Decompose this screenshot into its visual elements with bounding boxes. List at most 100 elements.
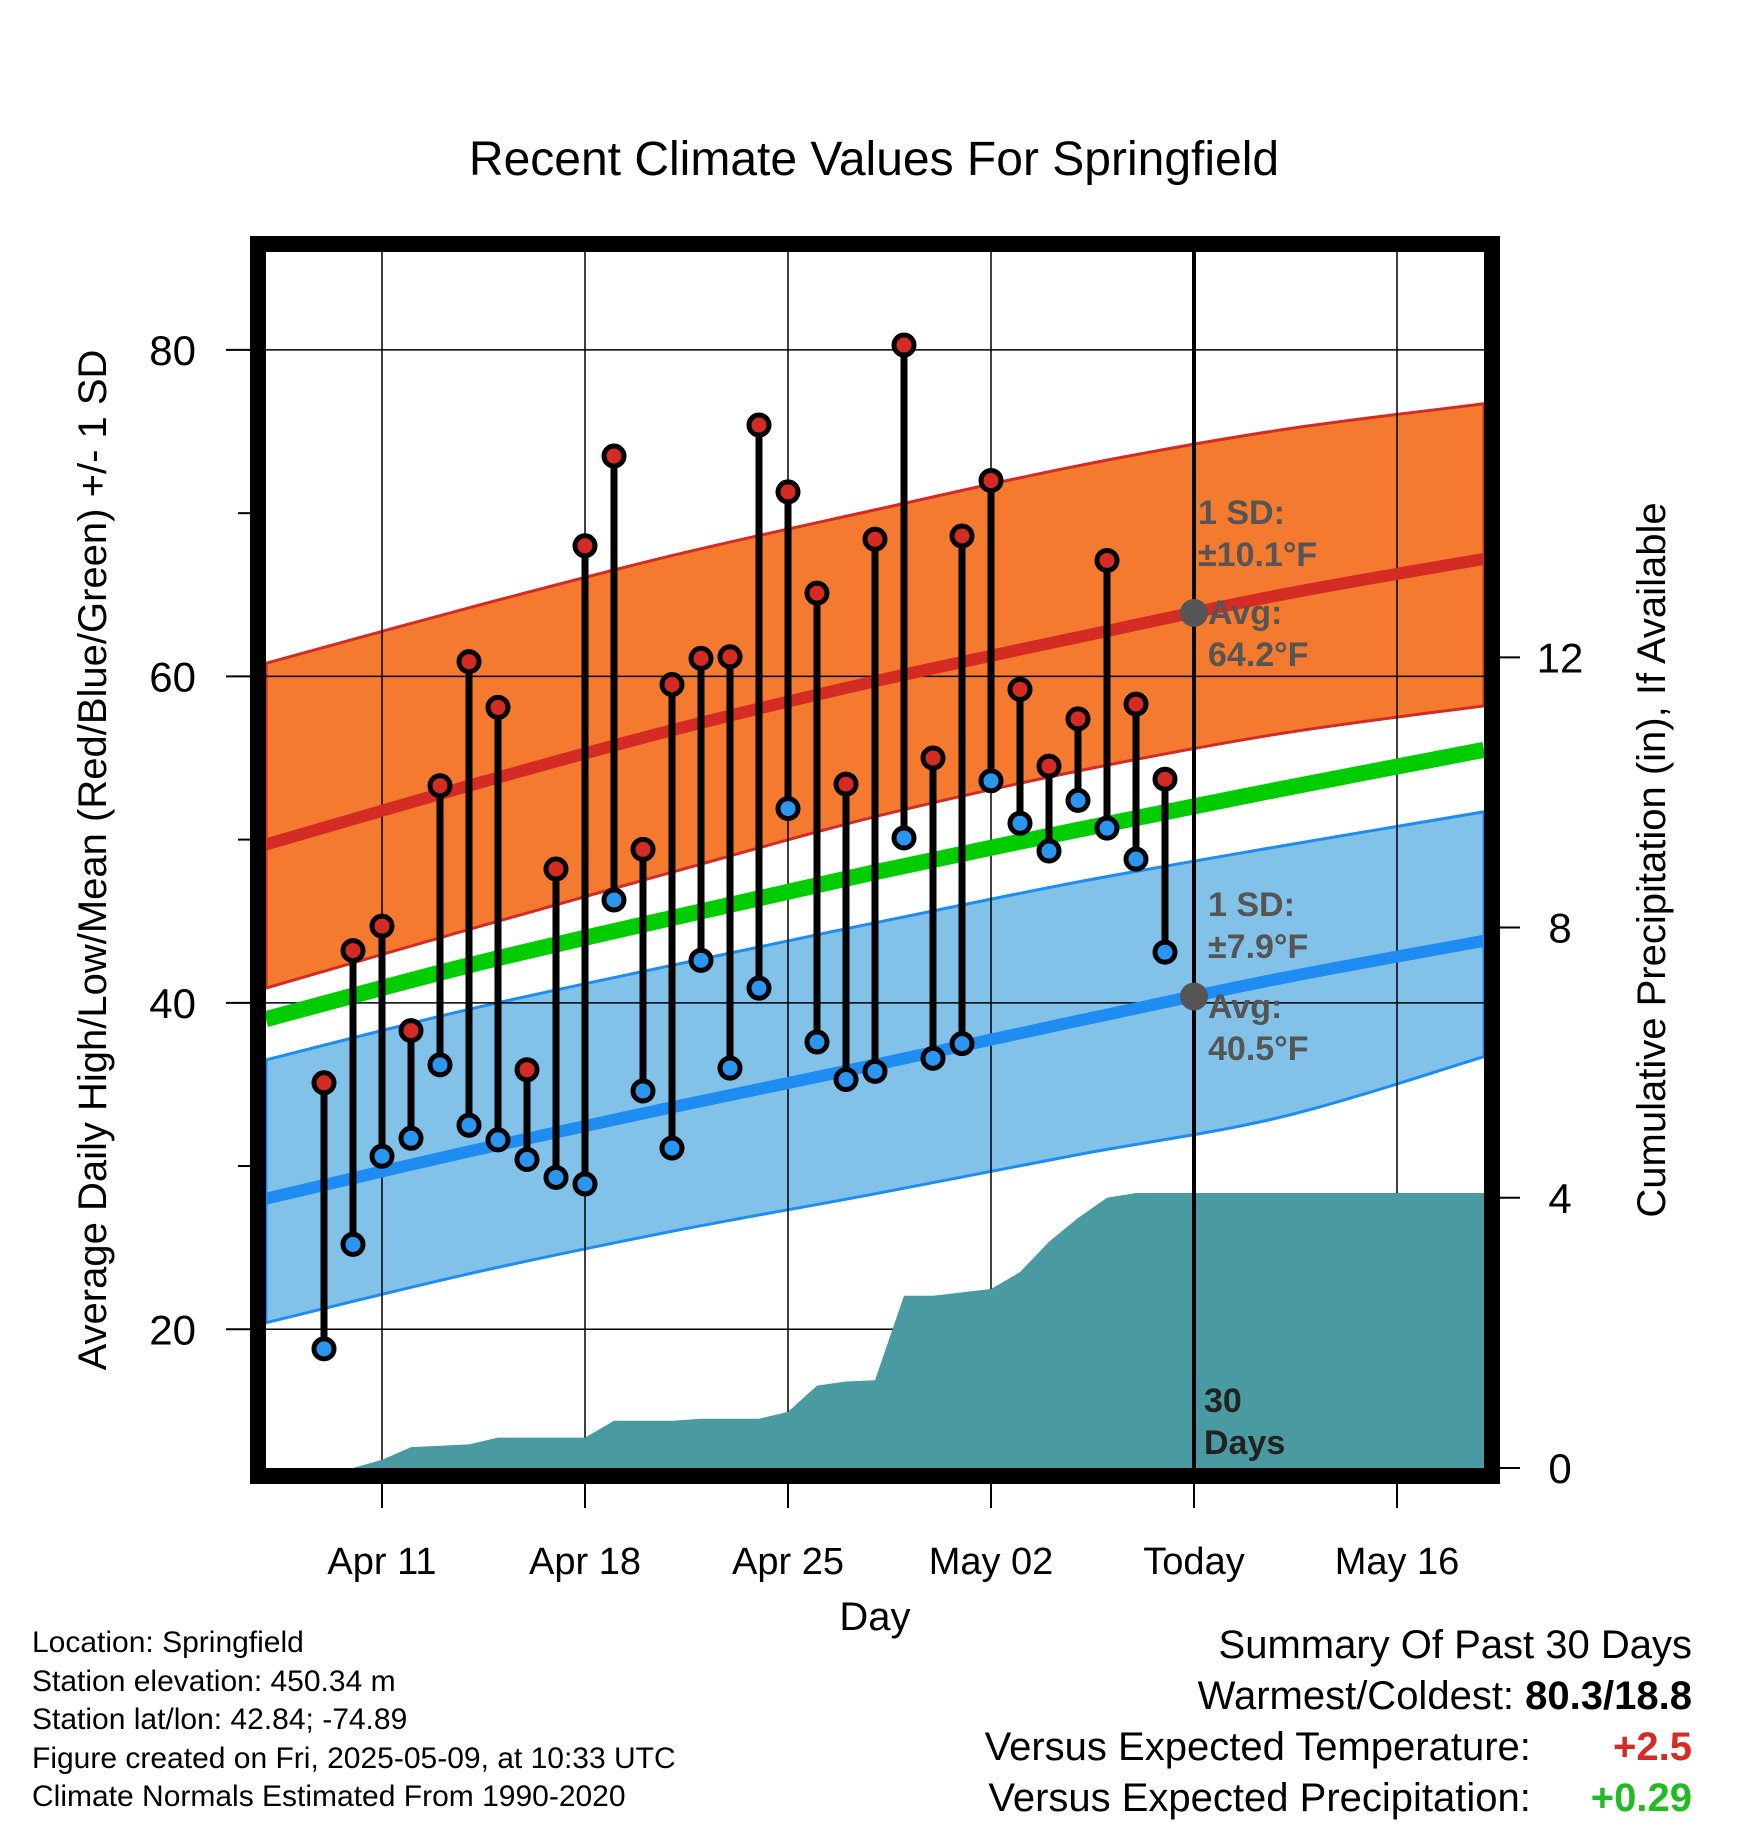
high-normal-annotation: 1 SD: ±10.1°F Avg: 64.2°F — [1198, 494, 1317, 674]
low-normal-annotation: 1 SD: ±7.9°F Avg: 40.5°F — [1208, 886, 1309, 1068]
y2-tick-label: 12 — [1537, 634, 1584, 681]
high-sd-value: ±10.1°F — [1198, 536, 1317, 574]
daily-high-point — [949, 523, 975, 549]
high-avg-value: 64.2°F — [1208, 636, 1309, 674]
daily-low-point — [862, 1058, 888, 1084]
daily-low-point — [630, 1078, 656, 1104]
temp-vs-expected-row: Versus Expected Temperature: +2.5 — [985, 1722, 1692, 1773]
daily-low-point — [659, 1135, 685, 1161]
y-tick-label: 40 — [149, 980, 196, 1027]
warm-cold-value: 80.3/18.8 — [1525, 1674, 1692, 1718]
daily-high-point — [717, 644, 743, 670]
y2-tick-label: 0 — [1548, 1445, 1571, 1492]
elevation-text: Station elevation: 450.34 m — [32, 1664, 396, 1698]
daily-low-point — [688, 947, 714, 973]
latlon-text: Station lat/lon: 42.84; -74.89 — [32, 1703, 408, 1736]
precip-vs-expected-row: Versus Expected Precipitation: +0.29 — [985, 1773, 1692, 1824]
daily-low-point — [1152, 939, 1178, 965]
precip-vs-expected-value: +0.29 — [1590, 1776, 1692, 1820]
station-info: Location: Springfield Station elevation:… — [32, 1624, 676, 1817]
daily-high-point — [601, 443, 627, 469]
y-tick-label: 60 — [149, 653, 196, 700]
x-tick-label: May 02 — [929, 1541, 1054, 1583]
daily-low-point — [978, 768, 1004, 794]
daily-high-point — [340, 938, 366, 964]
daily-high-point — [862, 526, 888, 552]
daily-low-point — [1123, 846, 1149, 872]
daily-high-point — [572, 533, 598, 559]
temp-vs-expected-value: +2.5 — [1613, 1725, 1692, 1769]
daily-low-point — [601, 887, 627, 913]
today-days-word: Days — [1204, 1424, 1285, 1462]
daily-low-point — [949, 1031, 975, 1057]
daily-high-point — [1123, 691, 1149, 717]
daily-low-point — [1094, 815, 1120, 841]
daily-low-point — [804, 1029, 830, 1055]
daily-high-point — [485, 694, 511, 720]
low-avg-value: 40.5°F — [1208, 1030, 1309, 1068]
warm-cold-label: Warmest/Coldest: — [1197, 1674, 1515, 1718]
daily-high-point — [311, 1070, 337, 1096]
daily-high-point — [775, 479, 801, 505]
daily-low-point — [920, 1045, 946, 1071]
high-avg-label: Avg: — [1208, 594, 1282, 632]
today-days-number: 30 — [1204, 1382, 1242, 1420]
daily-high-point — [659, 672, 685, 698]
daily-high-point — [1152, 766, 1178, 792]
daily-low-point — [775, 796, 801, 822]
daily-high-point — [920, 745, 946, 771]
daily-high-point — [1094, 547, 1120, 573]
y2-tick-label: 8 — [1548, 905, 1571, 952]
daily-high-point — [630, 836, 656, 862]
precip-vs-expected-label: Versus Expected Precipitation: — [988, 1776, 1531, 1820]
precipitation-area — [266, 1193, 1484, 1468]
summary-title: Summary Of Past 30 Days — [1218, 1623, 1692, 1667]
daily-low-point — [833, 1067, 859, 1093]
low-avg-label: Avg: — [1208, 988, 1282, 1026]
daily-high-point — [1036, 753, 1062, 779]
daily-low-point — [717, 1055, 743, 1081]
daily-low-point — [746, 975, 772, 1001]
daily-low-point — [427, 1052, 453, 1078]
x-tick-label: Apr 11 — [327, 1541, 436, 1583]
location-text: Location: Springfield — [32, 1626, 304, 1659]
y-axis-label: Average Daily High/Low/Mean (Red/Blue/Gr… — [71, 350, 115, 1371]
daily-low-point — [1065, 787, 1091, 813]
y2-axis-label: Cumulative Precipitation (in), If Availa… — [1630, 502, 1674, 1217]
daily-low-point — [311, 1336, 337, 1362]
x-tick-label: Apr 25 — [732, 1541, 844, 1583]
daily-low-point — [1036, 838, 1062, 864]
created-text: Figure created on Fri, 2025-05-09, at 10… — [32, 1741, 676, 1775]
daily-high-point — [514, 1057, 540, 1083]
normals-text: Climate Normals Estimated From 1990-2020 — [32, 1780, 626, 1813]
daily-low-point — [340, 1231, 366, 1257]
daily-low-point — [456, 1112, 482, 1138]
x-tick-label: Today — [1143, 1541, 1244, 1583]
daily-high-point — [543, 856, 569, 882]
x-tick-label: May 16 — [1335, 1541, 1460, 1583]
y-tick-label: 20 — [149, 1306, 196, 1353]
low-sd-label: 1 SD: — [1208, 886, 1295, 924]
daily-high-point — [688, 645, 714, 671]
high-sd-label: 1 SD: — [1198, 494, 1285, 532]
daily-low-point — [543, 1164, 569, 1190]
x-tick-label: Apr 18 — [529, 1541, 641, 1583]
daily-high-point — [369, 913, 395, 939]
daily-low-point — [485, 1127, 511, 1153]
daily-high-point — [833, 771, 859, 797]
daily-low-point — [891, 825, 917, 851]
chart-title: Recent Climate Values For Springfield — [469, 133, 1279, 186]
daily-high-point — [456, 649, 482, 675]
plot-layer — [266, 252, 1484, 1468]
summary-panel: Summary Of Past 30 Days Warmest/Coldest:… — [985, 1620, 1692, 1824]
today-annotation: 30 Days — [1204, 1382, 1285, 1462]
warm-cold-row: Warmest/Coldest: 80.3/18.8 — [985, 1671, 1692, 1722]
daily-high-point — [891, 332, 917, 358]
daily-high-point — [427, 773, 453, 799]
temp-vs-expected-label: Versus Expected Temperature: — [984, 1725, 1531, 1769]
daily-high-point — [978, 468, 1004, 494]
daily-high-point — [398, 1018, 424, 1044]
daily-low-point — [514, 1147, 540, 1173]
plot-frame — [250, 236, 1500, 1484]
